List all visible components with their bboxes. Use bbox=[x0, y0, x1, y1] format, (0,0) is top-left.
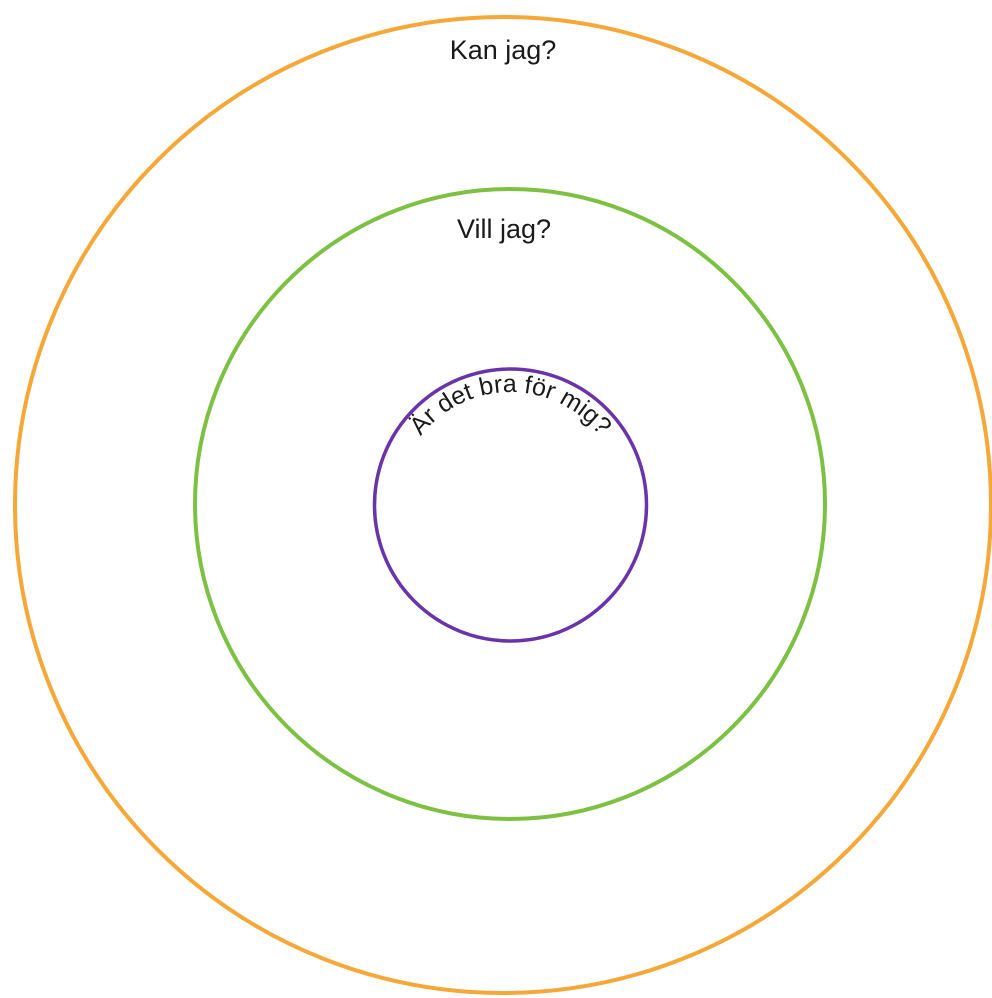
middle-ring bbox=[193, 187, 827, 821]
inner-ring-label-path: Är det bra för mig? bbox=[404, 370, 617, 440]
middle-ring-label: Vill jag? bbox=[457, 214, 551, 244]
outer-ring-label: Kan jag? bbox=[450, 35, 557, 65]
inner-ring bbox=[372, 367, 649, 643]
outer-ring bbox=[13, 15, 992, 995]
inner-ring-label: Är det bra för mig? bbox=[404, 370, 617, 440]
